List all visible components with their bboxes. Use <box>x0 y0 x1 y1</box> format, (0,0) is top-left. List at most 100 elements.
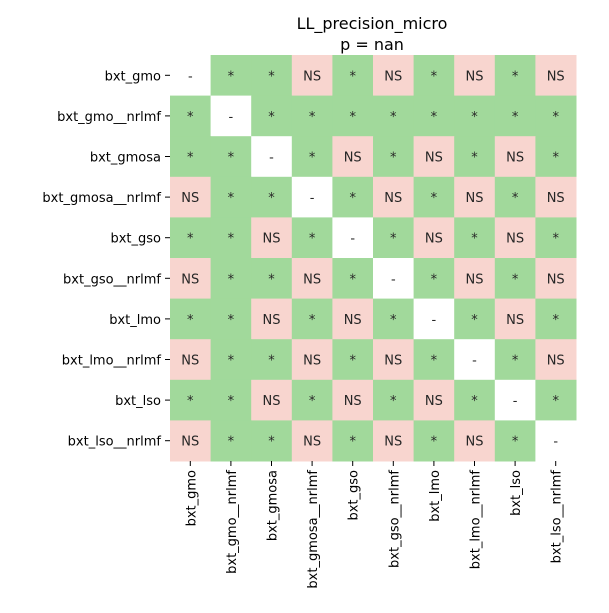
cell-label: NS <box>547 191 565 206</box>
cell-label: * <box>349 272 356 287</box>
heatmap-cell <box>332 379 374 421</box>
cell-label: * <box>228 313 235 328</box>
x-tick-label: bxt_lmo__nrlmf <box>469 470 484 570</box>
heatmap-cell <box>291 420 333 462</box>
cell-label: * <box>187 232 194 247</box>
cell-label: * <box>390 151 397 166</box>
heatmap-cell <box>535 136 577 178</box>
cell-label: NS <box>181 354 199 369</box>
cell-label: - <box>432 313 437 328</box>
heatmap-cell <box>332 55 374 97</box>
heatmap-cell <box>535 55 577 97</box>
heatmap-cell <box>494 136 536 178</box>
cell-label: * <box>431 69 438 84</box>
y-tick-label: bxt_lso__nrlmf <box>68 435 162 450</box>
heatmap-cell <box>494 176 536 218</box>
heatmap-cell <box>251 176 293 218</box>
heatmap-cell <box>251 339 293 381</box>
cell-label: NS <box>384 69 402 84</box>
cell-label: - <box>513 394 518 409</box>
heatmap-cell <box>373 298 415 340</box>
heatmap-cell <box>170 95 212 137</box>
cell-label: * <box>309 151 316 166</box>
heatmap-cell <box>291 176 333 218</box>
x-tick-label: bxt_lmo <box>428 470 443 522</box>
cell-label: * <box>228 394 235 409</box>
cell-label: * <box>268 272 275 287</box>
heatmap-cell <box>535 379 577 421</box>
cell-label: * <box>512 110 519 125</box>
cell-label: * <box>187 151 194 166</box>
heatmap-cell <box>413 258 455 300</box>
cell-label: NS <box>303 435 321 450</box>
cell-label: NS <box>506 313 524 328</box>
cell-label: * <box>471 313 478 328</box>
x-tick-label: bxt_lso <box>509 470 524 516</box>
cell-label: NS <box>466 191 484 206</box>
y-tick-label: bxt_gmosa <box>90 151 161 166</box>
heatmap-cell <box>535 298 577 340</box>
heatmap-cell <box>291 298 333 340</box>
heatmap-cell <box>373 95 415 137</box>
heatmap-cell <box>251 217 293 259</box>
cell-label: * <box>268 191 275 206</box>
heatmap-cell <box>373 258 415 300</box>
heatmap-cell <box>413 95 455 137</box>
cell-label: NS <box>506 151 524 166</box>
heatmap-cell <box>170 217 212 259</box>
cell-label: * <box>228 435 235 450</box>
cell-label: NS <box>384 354 402 369</box>
heatmap-cell <box>535 258 577 300</box>
cell-label: NS <box>384 435 402 450</box>
x-tick-label: bxt_gmosa <box>266 470 281 541</box>
cell-label: * <box>268 69 275 84</box>
heatmap-cell <box>291 258 333 300</box>
cell-label: * <box>228 354 235 369</box>
cell-label: * <box>471 151 478 166</box>
heatmap-cell <box>332 298 374 340</box>
heatmap-cell <box>332 136 374 178</box>
heatmap-cell <box>170 55 212 97</box>
heatmap-cell <box>210 217 252 259</box>
heatmap-cell <box>494 379 536 421</box>
cell-label: NS <box>466 435 484 450</box>
heatmap-cell <box>494 420 536 462</box>
y-tick-label: bxt_lso <box>115 394 161 409</box>
cell-label: NS <box>425 232 443 247</box>
cell-label: * <box>268 110 275 125</box>
cell-label: NS <box>263 394 281 409</box>
cell-label: NS <box>344 394 362 409</box>
y-tick-label: bxt_gso__nrlmf <box>63 272 161 287</box>
cell-label: - <box>472 354 477 369</box>
cell-label: NS <box>425 394 443 409</box>
heatmap-cell <box>535 339 577 381</box>
chart-title: LL_precision_micro <box>297 14 448 34</box>
cell-label: * <box>309 394 316 409</box>
heatmap-cell <box>413 55 455 97</box>
heatmap-cell <box>210 298 252 340</box>
cell-label: * <box>268 354 275 369</box>
heatmap-cell <box>454 339 496 381</box>
heatmap-cell <box>413 217 455 259</box>
heatmap-cell <box>251 298 293 340</box>
cell-label: NS <box>263 232 281 247</box>
heatmap-cell <box>454 176 496 218</box>
cell-label: * <box>471 232 478 247</box>
heatmap-cell <box>210 258 252 300</box>
heatmap-cell <box>170 136 212 178</box>
y-tick-label: bxt_lmo__nrlmf <box>62 354 162 369</box>
cell-label: * <box>431 191 438 206</box>
heatmap-cell <box>413 176 455 218</box>
heatmap-cell <box>251 55 293 97</box>
cell-label: * <box>390 232 397 247</box>
heatmap-cell <box>210 55 252 97</box>
cell-label: NS <box>303 69 321 84</box>
cell-label: * <box>552 232 559 247</box>
heatmap-cell <box>210 95 252 137</box>
cell-label: NS <box>425 151 443 166</box>
cell-label: * <box>471 110 478 125</box>
heatmap-cell <box>454 55 496 97</box>
cell-label: * <box>187 313 194 328</box>
heatmap-cell <box>251 258 293 300</box>
